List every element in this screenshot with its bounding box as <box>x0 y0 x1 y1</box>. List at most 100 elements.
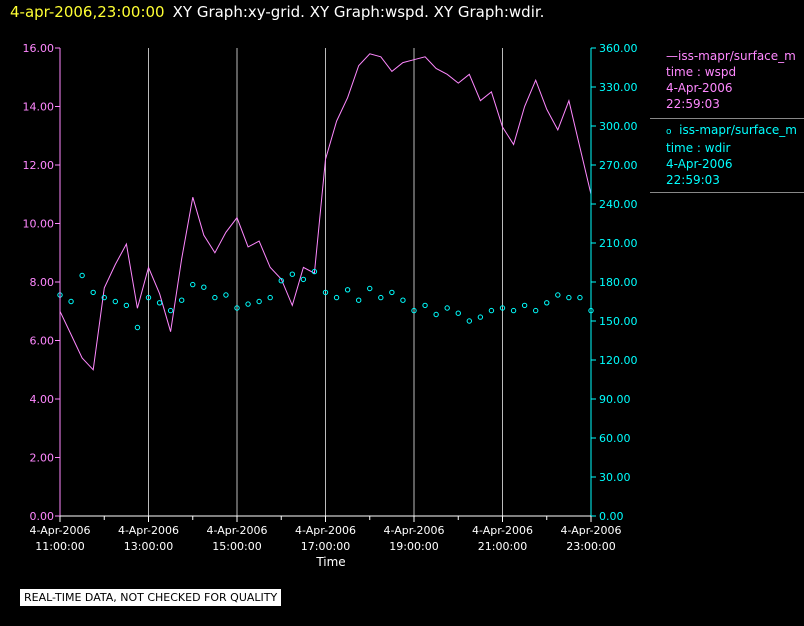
axes: 0.00 2.00 4.00 6.00 8.00 10.00 12.00 14.00 16.00… <box>23 42 638 553</box>
x-tick-date: 4-Apr-2006 <box>383 524 444 537</box>
x-tick-date: 4-Apr-2006 <box>206 524 267 537</box>
legend-wdir-date: 4-Apr-2006 <box>666 157 733 171</box>
x-tick-date: 4-Apr-2006 <box>295 524 356 537</box>
quality-disclaimer: REAL-TIME DATA, NOT CHECKED FOR QUALITY <box>20 589 282 606</box>
legend-divider <box>650 118 804 119</box>
y-right-tick-label: 0.00 <box>599 510 624 523</box>
wdir-point <box>223 292 229 298</box>
chart-title: 4-apr-2006,23:00:00 XY Graph:xy-grid. XY … <box>10 3 544 21</box>
wdir-point <box>422 302 428 309</box>
wdir-point <box>455 310 461 316</box>
x-tick-date: 4-Apr-2006 <box>472 524 533 537</box>
x-tick-time: 23:00:00 <box>566 540 615 553</box>
wdir-point <box>389 289 395 296</box>
x-tick-time: 11:00:00 <box>35 540 84 553</box>
legend-wdir: o iss-mapr/surface_m time : wdir 4-Apr-2… <box>666 122 797 188</box>
wdir-point <box>190 281 196 288</box>
wdir-point <box>466 318 473 324</box>
y-right-tick-label: 30.00 <box>599 471 631 484</box>
x-tick-time: 21:00:00 <box>478 540 527 553</box>
wdir-point <box>532 307 539 314</box>
wdir-point <box>521 302 528 309</box>
y-right-tick-label: 300.00 <box>599 120 638 133</box>
wdir-point <box>123 302 130 309</box>
legend-wdir-source: o iss-mapr/surface_m <box>666 123 797 137</box>
wdir-point <box>90 289 96 296</box>
wdir-point <box>300 276 307 283</box>
legend-wdir-time: 22:59:03 <box>666 173 720 187</box>
wspd-series <box>59 53 592 371</box>
wdir-point <box>256 298 262 305</box>
title-timestamp: 4-apr-2006,23:00:00 <box>10 3 165 21</box>
grid-lines <box>148 48 503 516</box>
y-right-tick-label: 240.00 <box>599 198 638 211</box>
legend-wspd-date: 4-Apr-2006 <box>666 81 733 95</box>
wdir-point <box>477 314 484 320</box>
wdir-point <box>555 292 561 298</box>
y-right-tick-label: 330.00 <box>599 81 638 94</box>
legend-wdir-var: time : wdir <box>666 141 731 155</box>
y-left-tick-label: 14.00 <box>23 101 55 114</box>
legend-wspd-var: time : wspd <box>666 65 737 79</box>
wdir-point <box>156 300 163 306</box>
wdir-point <box>499 305 506 311</box>
y-right-tick-label: 120.00 <box>599 354 638 367</box>
legend-wspd: —iss-mapr/surface_m time : wspd 4-Apr-20… <box>666 48 796 112</box>
wdir-point <box>178 297 185 303</box>
x-axis-label: Time <box>315 555 345 569</box>
wdir-point <box>79 272 85 279</box>
wdir-point <box>322 289 329 296</box>
y-right-tick-label: 60.00 <box>599 432 631 445</box>
wdir-point <box>267 294 273 301</box>
wdir-point <box>444 305 450 311</box>
title-graph-list: XY Graph:xy-grid. XY Graph:wspd. XY Grap… <box>172 3 545 21</box>
x-tick-time: 13:00:00 <box>124 540 173 553</box>
wdir-point <box>145 294 152 301</box>
legend-wspd-time: 22:59:03 <box>666 97 720 111</box>
wdir-point <box>510 307 517 314</box>
y-left-tick-label: 6.00 <box>30 335 55 348</box>
wdir-point <box>201 284 207 290</box>
wdir-point <box>167 307 174 314</box>
y-right-tick-label: 90.00 <box>599 393 631 406</box>
x-tick-time: 17:00:00 <box>301 540 350 553</box>
wdir-point <box>367 285 373 292</box>
wdir-point <box>566 294 572 301</box>
wdir-point <box>344 287 351 293</box>
wdir-point <box>378 294 384 301</box>
wdir-point <box>68 298 74 305</box>
y-left-tick-label: 10.00 <box>23 218 55 231</box>
wspd-line <box>59 53 592 371</box>
x-tick-date: 4-Apr-2006 <box>29 524 90 537</box>
wdir-point <box>355 297 362 303</box>
legend-wspd-source: —iss-mapr/surface_m <box>666 49 796 63</box>
wdir-point <box>234 305 240 311</box>
y-right-tick-label: 360.00 <box>599 42 638 55</box>
wdir-point <box>278 278 284 284</box>
wdir-point <box>289 271 296 277</box>
x-tick-time: 15:00:00 <box>212 540 261 553</box>
wdir-point <box>488 307 495 314</box>
y-left-tick-label: 12.00 <box>23 159 55 172</box>
wdir-point <box>101 294 107 301</box>
x-tick-date: 4-Apr-2006 <box>118 524 179 537</box>
y-left-tick-label: 8.00 <box>30 276 55 289</box>
wdir-point <box>311 268 318 275</box>
y-right-tick-label: 270.00 <box>599 159 638 172</box>
y-left-tick-label: 16.00 <box>23 42 55 55</box>
x-tick-time: 19:00:00 <box>389 540 438 553</box>
wdir-point <box>112 298 119 305</box>
wdir-point <box>400 297 406 303</box>
wdir-point <box>577 294 583 301</box>
wdir-point <box>433 311 439 318</box>
wdir-point <box>212 294 218 301</box>
y-left-tick-label: 2.00 <box>30 452 55 465</box>
legend-divider <box>650 192 804 193</box>
wdir-point <box>544 300 550 306</box>
x-tick-date: 4-Apr-2006 <box>560 524 621 537</box>
wdir-point <box>245 301 251 307</box>
wdir-point <box>411 307 417 314</box>
y-left-tick-label: 0.00 <box>30 510 55 523</box>
y-left-tick-label: 4.00 <box>30 393 55 406</box>
